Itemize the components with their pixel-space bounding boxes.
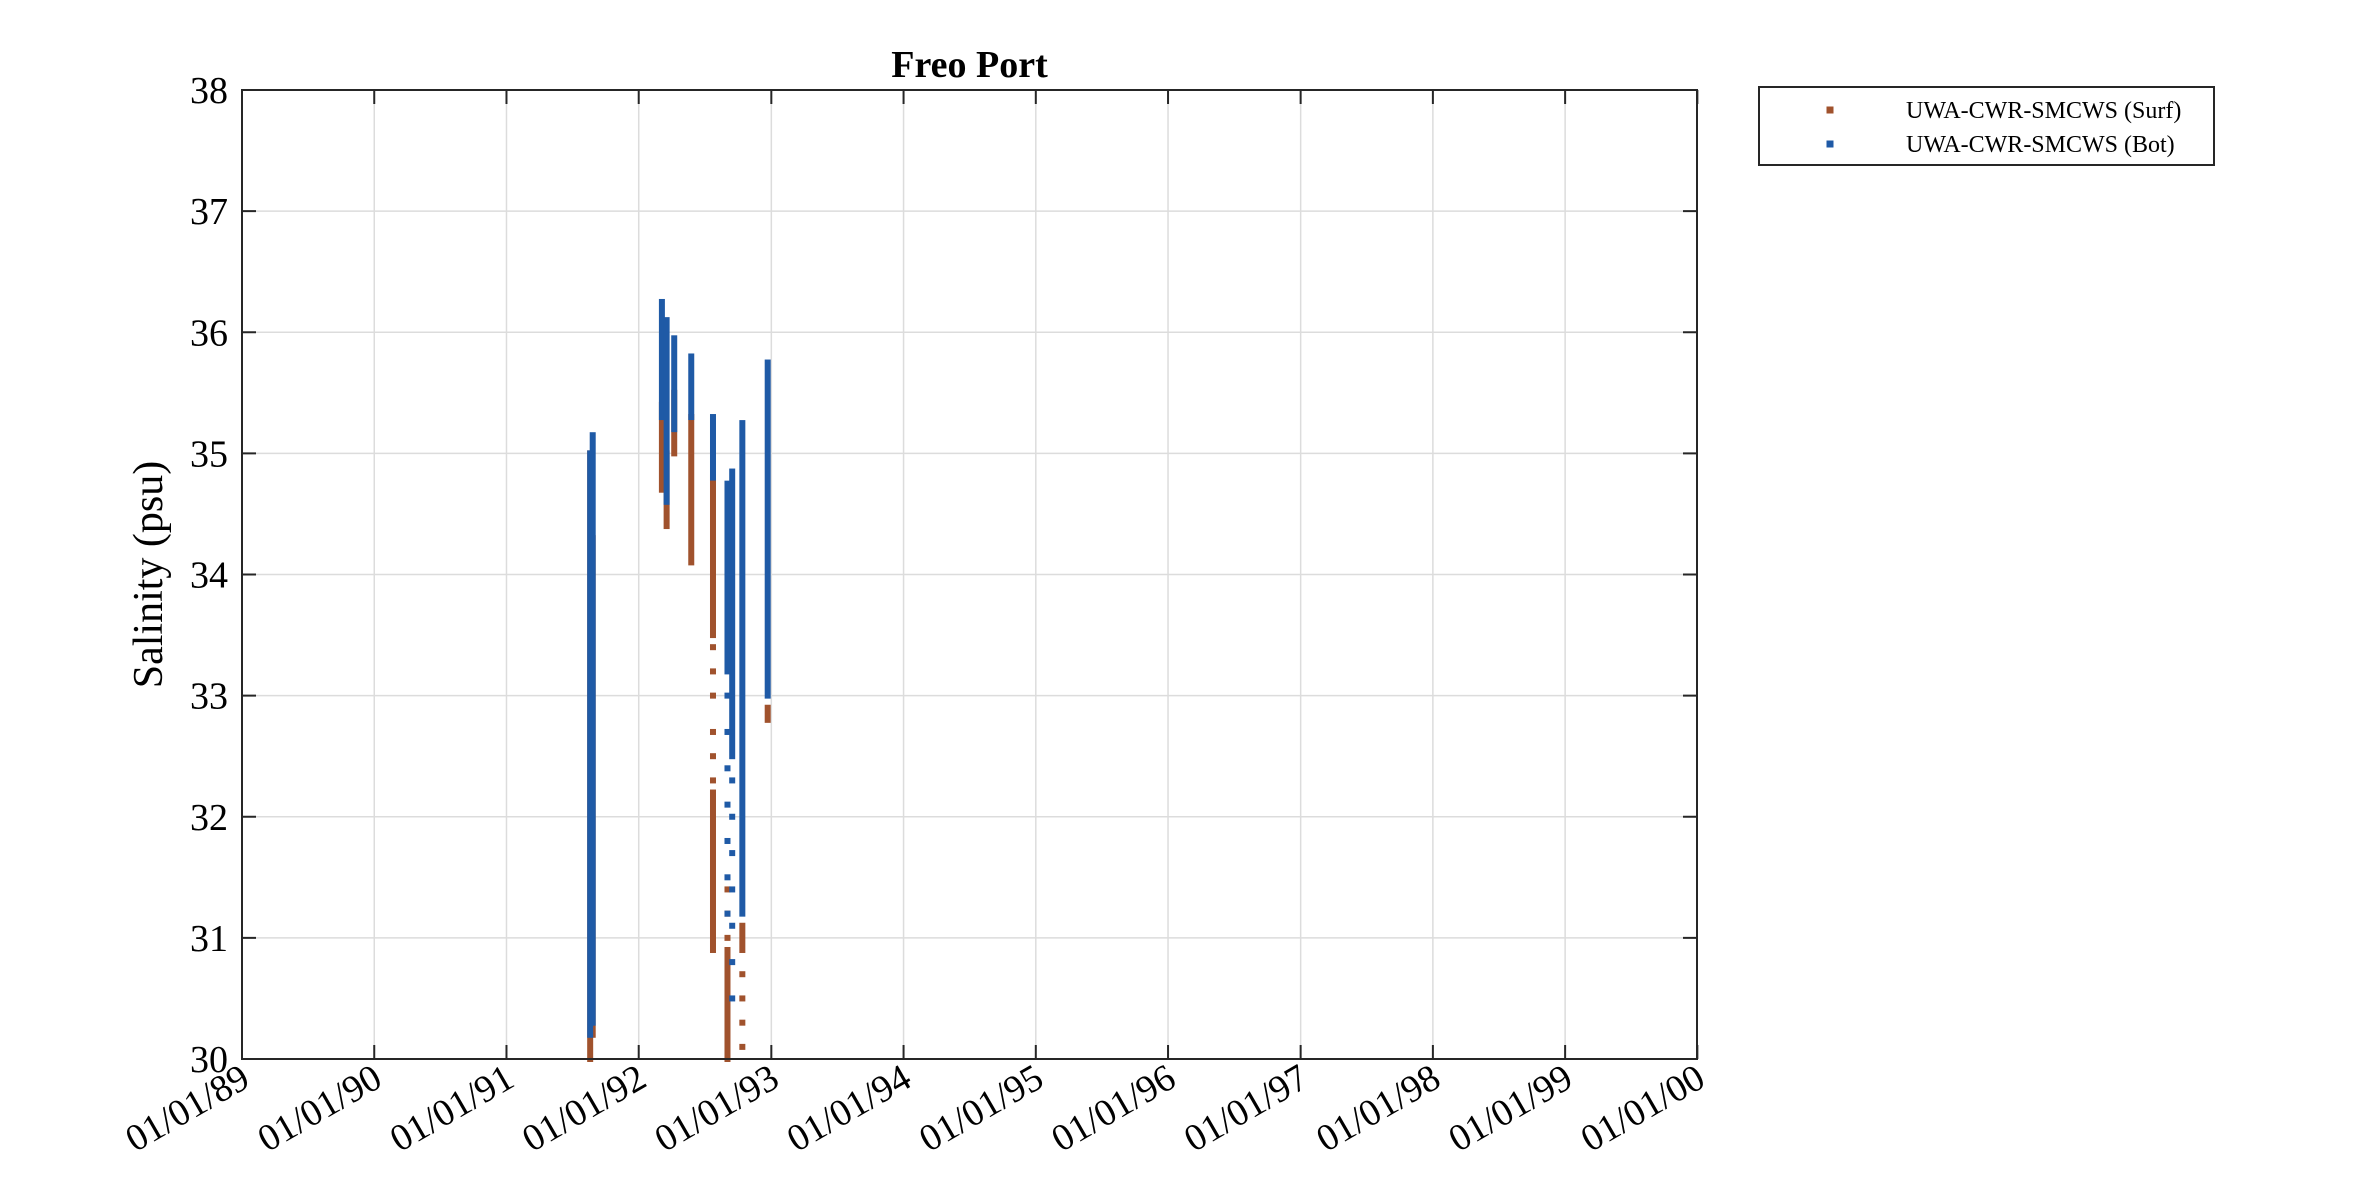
chart-title: Freo Port bbox=[891, 44, 1048, 86]
data-point bbox=[739, 1019, 746, 1026]
data-point-column bbox=[764, 359, 771, 699]
data-point bbox=[724, 934, 731, 941]
data-point bbox=[724, 728, 731, 735]
data-point-column bbox=[589, 432, 596, 1026]
x-tick-label: 01/01/99 bbox=[1442, 1056, 1580, 1160]
data-point-column bbox=[658, 401, 665, 493]
y-tick-label: 36 bbox=[190, 312, 228, 354]
y-tick-label: 38 bbox=[190, 70, 228, 112]
legend-marker bbox=[1826, 106, 1834, 114]
x-tick-label: 01/01/89 bbox=[118, 1056, 256, 1160]
y-tick-label: 34 bbox=[190, 555, 228, 597]
x-tick-labels: 01/01/8901/01/9001/01/9101/01/9201/01/93… bbox=[118, 1056, 1711, 1160]
x-tick-label: 01/01/93 bbox=[648, 1056, 786, 1160]
x-tick-label: 01/01/00 bbox=[1574, 1056, 1712, 1160]
data-point bbox=[709, 668, 716, 675]
data-point bbox=[739, 995, 746, 1002]
y-axis-label: Salinity (psu) bbox=[126, 461, 172, 689]
x-tick-label: 01/01/92 bbox=[515, 1056, 653, 1160]
axis-ticks bbox=[241, 89, 1699, 1060]
data-point bbox=[709, 644, 716, 651]
data-point bbox=[709, 753, 716, 760]
data-point-column bbox=[663, 317, 670, 505]
data-point-column bbox=[739, 420, 746, 917]
data-point-column bbox=[729, 468, 736, 760]
data-point bbox=[709, 728, 716, 735]
data-point bbox=[729, 850, 736, 857]
data-point bbox=[729, 886, 736, 893]
legend: UWA-CWR-SMCWS (Surf) UWA-CWR-SMCWS (Bot) bbox=[1758, 86, 2215, 166]
data-point bbox=[724, 874, 731, 881]
data-point bbox=[729, 959, 736, 966]
y-tick-labels: 30 31 32 33 34 35 36 37 38 bbox=[190, 70, 228, 1081]
x-tick-label: 01/01/90 bbox=[251, 1056, 389, 1160]
data-point bbox=[739, 971, 746, 978]
y-tick-label: 32 bbox=[190, 797, 228, 839]
data-point bbox=[709, 777, 716, 784]
data-point bbox=[724, 692, 731, 699]
y-tick-label: 33 bbox=[190, 676, 228, 718]
data-point bbox=[724, 801, 731, 808]
data-point-column bbox=[709, 474, 716, 639]
data-point-column bbox=[671, 335, 678, 433]
series-bot bbox=[587, 298, 771, 1038]
data-markers bbox=[587, 298, 771, 1062]
data-point-column bbox=[764, 704, 771, 723]
data-point bbox=[729, 922, 736, 929]
data-point bbox=[739, 1043, 746, 1050]
legend-marker bbox=[1826, 140, 1834, 148]
data-point bbox=[724, 910, 731, 917]
data-point bbox=[729, 777, 736, 784]
x-tick-label: 01/01/95 bbox=[912, 1056, 1050, 1160]
data-point-column bbox=[724, 946, 731, 1062]
data-point-column bbox=[724, 480, 731, 675]
y-tick-label: 37 bbox=[190, 191, 228, 233]
data-point-column bbox=[709, 789, 716, 953]
data-point-column bbox=[658, 298, 665, 421]
y-tick-label: 35 bbox=[190, 433, 228, 475]
data-point-column bbox=[739, 922, 746, 953]
data-point-column bbox=[688, 414, 695, 566]
legend-box bbox=[1758, 86, 2215, 166]
data-point-column bbox=[709, 414, 716, 481]
x-tick-label: 01/01/94 bbox=[780, 1056, 918, 1160]
data-point bbox=[709, 692, 716, 699]
data-point bbox=[729, 813, 736, 820]
x-tick-label: 01/01/98 bbox=[1309, 1056, 1447, 1160]
legend-label: UWA-CWR-SMCWS (Surf) bbox=[1906, 98, 2181, 124]
legend-items: UWA-CWR-SMCWS (Surf) UWA-CWR-SMCWS (Bot) bbox=[1826, 98, 2181, 158]
y-tick-label: 30 bbox=[190, 1039, 228, 1081]
data-point bbox=[729, 995, 736, 1002]
data-point bbox=[724, 765, 731, 772]
data-point-column bbox=[688, 353, 695, 421]
grid-lines bbox=[242, 89, 1697, 1060]
data-point bbox=[724, 886, 731, 893]
legend-label: UWA-CWR-SMCWS (Bot) bbox=[1906, 132, 2175, 158]
data-point bbox=[724, 837, 731, 844]
x-tick-label: 01/01/97 bbox=[1177, 1056, 1315, 1160]
x-tick-label: 01/01/96 bbox=[1045, 1056, 1183, 1160]
y-tick-label: 31 bbox=[190, 918, 228, 960]
x-tick-label: 01/01/91 bbox=[383, 1056, 521, 1160]
